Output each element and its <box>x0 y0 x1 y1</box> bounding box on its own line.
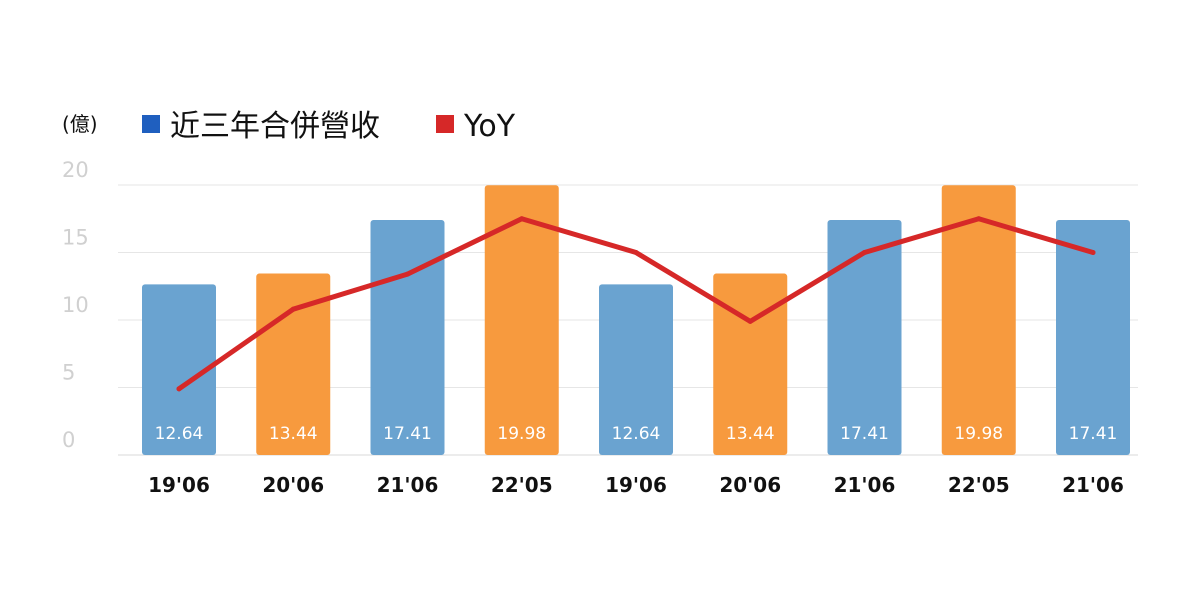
bar-value-label: 13.44 <box>269 424 318 444</box>
yoy-point <box>519 216 525 222</box>
x-category-label: 21'06 <box>1062 473 1124 497</box>
x-category-label: 21'06 <box>377 473 439 497</box>
legend-label-yoy: YoY <box>463 109 516 144</box>
bar <box>1056 219 1130 455</box>
bar-value-label: 17.41 <box>840 424 889 444</box>
bar <box>941 185 1016 455</box>
yoy-point <box>862 250 867 255</box>
yoy-point <box>290 306 296 312</box>
bar-value-label: 17.41 <box>383 424 432 444</box>
bars <box>142 185 1130 455</box>
x-category-label: 20'06 <box>262 473 324 497</box>
yoy-point <box>747 318 753 324</box>
yoy-point <box>1090 250 1096 255</box>
bar-value-label: 19.98 <box>954 424 1003 444</box>
x-category-label: 20'06 <box>719 473 781 497</box>
yoy-point <box>633 250 639 255</box>
y-tick-label: 5 <box>62 361 75 385</box>
bar <box>827 219 902 455</box>
bar <box>142 284 216 455</box>
legend-swatch-revenue <box>142 115 160 133</box>
legend-swatch-yoy <box>436 115 454 133</box>
x-category-label: 21'06 <box>834 473 896 497</box>
yoy-point <box>405 271 410 277</box>
unit-label: (億) <box>62 112 98 136</box>
legend: 近三年合併營收 YoY <box>142 109 516 144</box>
x-category-label: 22'05 <box>491 473 553 497</box>
y-tick-label: 15 <box>62 226 89 250</box>
bar-value-label: 13.44 <box>726 424 775 444</box>
y-tick-label: 20 <box>62 158 89 182</box>
bar <box>370 219 445 455</box>
bar-value-label: 19.98 <box>497 424 546 444</box>
x-category-label: 19'06 <box>605 473 667 497</box>
bar-value-label: 12.64 <box>155 424 204 444</box>
legend-label-revenue: 近三年合併營收 <box>170 109 380 144</box>
x-category-label: 22'05 <box>948 473 1010 497</box>
yoy-point <box>176 386 182 392</box>
bar <box>713 273 788 455</box>
bar <box>599 284 673 455</box>
yoy-point <box>976 216 982 222</box>
bar-value-labels: 12.64 13.44 17.41 19.98 12.64 13.44 17.41 19.98… <box>155 424 1118 444</box>
yoy-line-layer <box>176 216 1096 392</box>
y-axis-ticks: 0 5 10 15 20 <box>62 158 89 452</box>
bar-value-label: 12.64 <box>612 424 661 444</box>
bar <box>484 185 559 455</box>
y-tick-label: 10 <box>62 293 89 317</box>
y-tick-label: 0 <box>62 428 75 452</box>
bar <box>256 273 331 455</box>
x-axis-categories: 19'06 20'06 21'06 22'05 19'06 20'06 21'06 22'05… <box>148 473 1124 497</box>
bar-value-label: 17.41 <box>1069 424 1118 444</box>
x-category-label: 19'06 <box>148 473 210 497</box>
